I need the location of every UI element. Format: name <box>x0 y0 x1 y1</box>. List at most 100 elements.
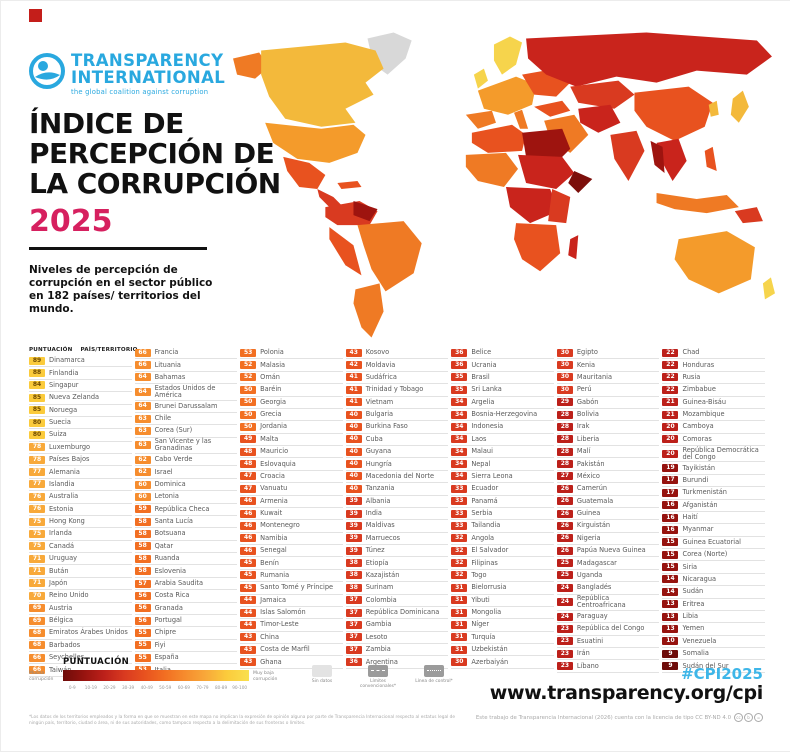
score-chip: 58 <box>134 554 151 563</box>
country-row: 46 Montenegro <box>240 520 343 533</box>
country-row: 71 Uruguay <box>29 553 132 566</box>
country-name: Madagascar <box>576 558 617 567</box>
boundaries-label: Límites convencionales* <box>359 679 397 690</box>
score-chip: 27 <box>556 472 573 481</box>
country-row: 16 Myanmar <box>662 524 766 537</box>
country-row: 29 Gabón <box>556 397 660 409</box>
score-chip: 62 <box>134 455 151 464</box>
country-row: 37 República Dominicana <box>345 607 449 620</box>
score-chip: 55 <box>134 653 151 662</box>
country-name: Corea (Norte) <box>682 550 728 559</box>
score-chip: 38 <box>345 559 362 568</box>
score-chip: 32 <box>451 559 468 568</box>
score-chip: 40 <box>345 472 362 481</box>
country-row: 33 Serbia <box>451 508 554 521</box>
country-row: 60 Dominica <box>134 479 238 492</box>
country-name: Dominica <box>154 479 186 488</box>
score-chip: 75 <box>29 529 45 538</box>
legend-range-label: 30-39 <box>121 685 135 690</box>
country-name: Grecia <box>260 410 282 418</box>
table-column-5: 36 Belice 36 Ucrania 35 Brasil 35 Sri Lanka 34 Ar… <box>451 347 554 677</box>
score-chip: 24 <box>556 583 573 592</box>
country-row: 85 Nueva Zelanda <box>29 392 132 405</box>
country-name: Trinidad y Tobago <box>365 385 424 394</box>
country-name: China <box>260 632 279 641</box>
score-chip: 85 <box>29 406 45 415</box>
score-chip: 40 <box>345 447 362 456</box>
country-name: Turkmenistán <box>682 488 727 497</box>
country-name: Sierra Leona <box>471 471 513 480</box>
country-row: 23 República del Congo <box>556 623 660 636</box>
country-name: Japón <box>49 578 68 587</box>
country-row: 44 Islas Salomón <box>240 607 343 620</box>
region-venezuela <box>353 201 378 222</box>
country-row: 50 Grecia <box>240 409 343 422</box>
country-name: Brasil <box>471 372 490 381</box>
legend-gradient-bar <box>63 670 249 681</box>
country-name: Paraguay <box>576 612 608 621</box>
country-row: 30 Kenia <box>556 359 660 372</box>
region-madagascar <box>568 235 579 260</box>
score-chip: 30 <box>451 658 468 667</box>
score-chip: 60 <box>134 480 151 489</box>
score-chip: 34 <box>451 435 468 444</box>
country-name: Luxemburgo <box>49 442 91 451</box>
score-chip: 76 <box>29 492 45 501</box>
country-name: Santo Tomé y Príncipe <box>260 583 334 592</box>
country-name: Nepal <box>471 459 491 468</box>
country-name: Yibuti <box>471 595 490 604</box>
score-chip: 41 <box>345 385 362 394</box>
score-chip: 64 <box>134 402 151 411</box>
score-chip: 29 <box>556 398 573 407</box>
brand-red-square <box>29 9 42 22</box>
table-header-label: PAÍS/TERRITORIO <box>80 347 138 353</box>
region-argentina-chile <box>353 283 384 338</box>
country-row: 36 Belice <box>451 347 554 360</box>
country-row: 28 Irak <box>556 421 660 434</box>
score-chip: 33 <box>451 484 468 493</box>
legend-control-line: Línea de control* <box>413 665 455 690</box>
country-name: Mozambique <box>682 410 725 418</box>
country-row: 36 Argentina <box>345 656 449 669</box>
country-name: Senegal <box>260 546 287 555</box>
region-new-zealand <box>762 277 775 300</box>
region-india <box>610 130 645 181</box>
score-chip: 40 <box>345 410 362 419</box>
score-chip: 31 <box>451 645 468 654</box>
table-header: PUNTUACIÓN PAÍS/TERRITORIO <box>29 347 137 355</box>
license-line: Este trabajo de Transparencia Internacio… <box>476 713 763 722</box>
country-name: Indonesia <box>471 422 504 431</box>
country-name: Arabia Saudita <box>154 578 204 587</box>
country-name: Italia <box>155 666 171 674</box>
country-row: 26 Nigeria <box>556 533 660 545</box>
country-name: Países Bajos <box>49 455 90 464</box>
country-row: 78 Países Bajos <box>29 454 132 467</box>
country-name: República Dominicana <box>365 608 440 616</box>
region-saudi-arabia <box>544 114 589 153</box>
logo-line1: TRANSPARENCY <box>71 51 224 70</box>
country-name: Mongolia <box>471 608 502 616</box>
country-row: 37 Zambia <box>345 644 449 657</box>
country-name: Guinea Ecuatorial <box>682 537 742 546</box>
country-row: 30 Perú <box>556 384 660 397</box>
region-sahel-sudan <box>518 154 575 190</box>
title-line3: LA CORRUPCIÓN <box>29 166 281 200</box>
score-chip: 77 <box>29 480 45 489</box>
country-row: 50 Georgia <box>240 397 343 409</box>
score-chip: 17 <box>662 476 679 485</box>
country-name: Lesoto <box>365 632 388 641</box>
country-name: Eslovenia <box>154 566 187 575</box>
country-name: Suecia <box>49 418 71 426</box>
region-australia <box>674 231 755 294</box>
country-name: República del Congo <box>576 624 645 633</box>
score-chip: 78 <box>29 455 45 464</box>
subtitle: Niveles de percepción de corrupción en e… <box>29 264 213 316</box>
country-name: Dinamarca <box>49 356 85 365</box>
country-row: 25 Madagascar <box>556 557 660 570</box>
score-chip: 46 <box>240 534 257 543</box>
country-name: Austria <box>49 603 73 612</box>
country-row: 58 Ruanda <box>134 553 238 566</box>
region-west-africa <box>465 152 519 187</box>
country-row: 53 Polonia <box>240 347 343 360</box>
legend-right-label: Muy baja corrupción <box>253 671 278 682</box>
